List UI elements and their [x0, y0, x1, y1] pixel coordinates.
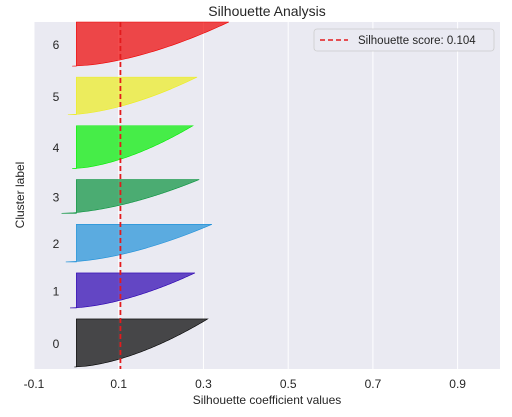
cluster-silhouettes [61, 21, 230, 368]
cluster-label: 6 [53, 38, 60, 52]
cluster-6-silhouette [72, 21, 230, 67]
cluster-label: 0 [53, 337, 60, 351]
x-tick-label: 0.5 [280, 377, 297, 391]
cluster-label: 2 [53, 237, 60, 251]
x-tick-label: 0.1 [110, 377, 127, 391]
y-axis-label: Cluster label [13, 162, 27, 229]
x-axis-label: Silhouette coefficient values [193, 393, 342, 407]
cluster-label: 1 [53, 284, 60, 298]
chart-title: Silhouette Analysis [208, 3, 326, 19]
legend-label: Silhouette score: 0.104 [358, 35, 476, 47]
x-tick-label: -0.1 [24, 377, 45, 391]
cluster-4-silhouette [72, 125, 194, 169]
x-tick-label: 0.7 [365, 377, 382, 391]
legend: Silhouette score: 0.104 [313, 28, 495, 52]
cluster-2-silhouette [65, 224, 213, 263]
cluster-5-silhouette [67, 76, 198, 116]
cluster-label: 5 [53, 90, 60, 104]
x-tick-label: 0.3 [195, 377, 212, 391]
x-tick-labels: -0.1 0.1 0.3 0.5 0.7 0.9 [24, 377, 467, 391]
x-tick-label: 0.9 [449, 377, 466, 391]
cluster-label: 3 [53, 190, 60, 204]
legend-box [313, 28, 495, 52]
cluster-3-silhouette [61, 179, 200, 214]
cluster-0-silhouette [74, 318, 209, 368]
cluster-labels: 0 1 2 3 4 5 6 [53, 38, 60, 351]
cluster-1-silhouette [69, 272, 196, 309]
cluster-label: 4 [53, 141, 60, 155]
